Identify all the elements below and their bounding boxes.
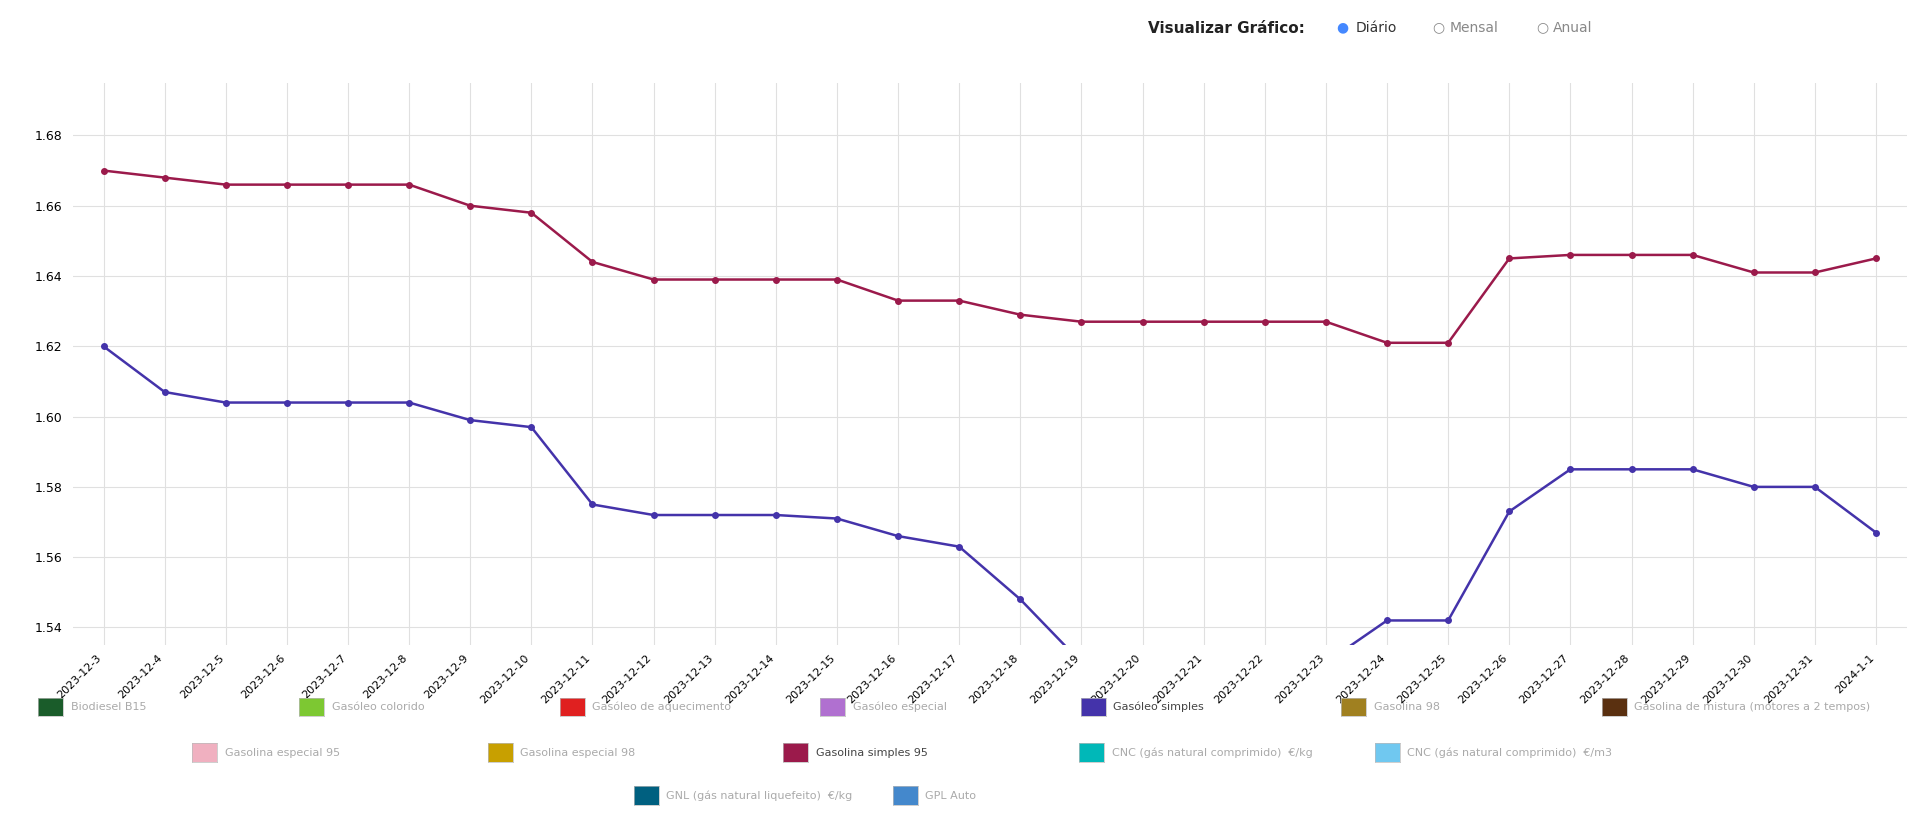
Text: CNC (gás natural comprimido)  €/m3: CNC (gás natural comprimido) €/m3: [1407, 748, 1613, 758]
Text: Gasolina especial 95: Gasolina especial 95: [225, 748, 340, 758]
Text: GNL (gás natural liquefeito)  €/kg: GNL (gás natural liquefeito) €/kg: [666, 791, 852, 801]
Text: Visualizar Gráfico:: Visualizar Gráfico:: [1148, 21, 1306, 36]
Text: Gasóleo simples: Gasóleo simples: [1114, 702, 1204, 712]
Text: GPL Auto: GPL Auto: [925, 791, 977, 801]
Text: Diário: Diário: [1356, 21, 1398, 35]
Text: ○: ○: [1432, 21, 1444, 35]
Text: Mensal: Mensal: [1450, 21, 1498, 35]
Text: Gasóleo colorido: Gasóleo colorido: [332, 702, 424, 712]
Text: Anual: Anual: [1553, 21, 1594, 35]
Text: ●: ●: [1336, 21, 1348, 35]
Text: Gasolina 98: Gasolina 98: [1375, 702, 1440, 712]
Text: ○: ○: [1536, 21, 1548, 35]
Text: Gasóleo de aquecimento: Gasóleo de aquecimento: [591, 702, 732, 712]
Text: CNC (gás natural comprimido)  €/kg: CNC (gás natural comprimido) €/kg: [1112, 748, 1313, 758]
Text: Gasolina especial 98: Gasolina especial 98: [520, 748, 636, 758]
Text: Gasolina simples 95: Gasolina simples 95: [816, 748, 927, 758]
Text: Gasóleo especial: Gasóleo especial: [852, 702, 947, 712]
Text: Gasolina de mistura (motores a 2 tempos): Gasolina de mistura (motores a 2 tempos): [1634, 702, 1870, 712]
Text: Biodiesel B15: Biodiesel B15: [71, 702, 146, 712]
